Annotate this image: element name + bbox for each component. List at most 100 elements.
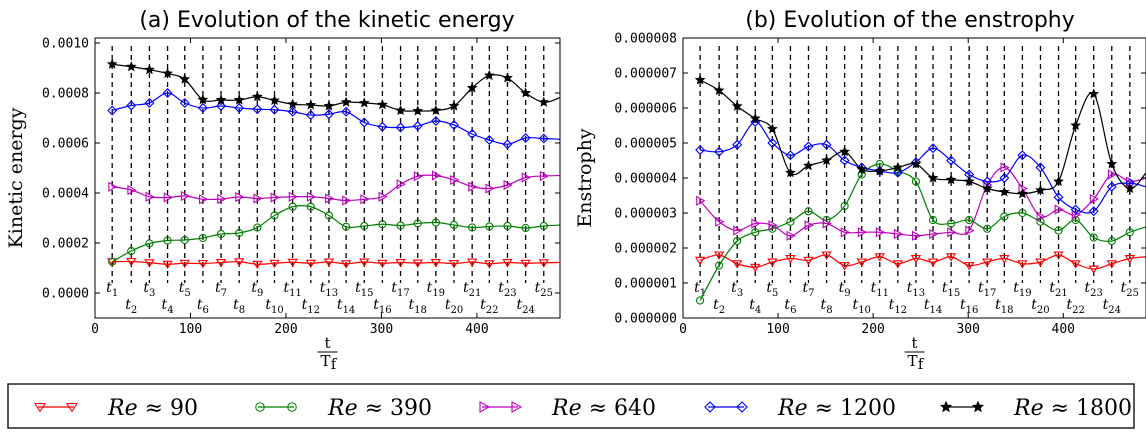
data-point	[804, 207, 813, 216]
data-point	[713, 251, 725, 260]
time-marker-label: t18	[995, 297, 1013, 316]
data-point	[341, 106, 352, 117]
legend-marker	[66, 402, 78, 413]
data-point	[520, 87, 531, 98]
data-point	[288, 202, 297, 211]
time-marker-label: t9	[251, 280, 263, 299]
series-line	[699, 254, 1146, 270]
legend-marker	[939, 400, 953, 413]
data-point	[179, 98, 190, 108]
legend-marker	[511, 401, 523, 413]
data-point	[269, 259, 280, 269]
legend-label: Re ≈ 640	[551, 396, 656, 421]
data-point	[733, 225, 743, 236]
time-marker-label: t22	[480, 297, 498, 316]
data-point	[751, 228, 760, 237]
y-tick-label: 0.000000	[614, 312, 677, 327]
data-point	[449, 120, 459, 130]
data-point	[412, 121, 423, 131]
x-tick-label: 0	[679, 322, 687, 337]
data-point	[539, 221, 548, 231]
data-point	[163, 236, 172, 245]
data-point	[910, 158, 922, 169]
data-point	[162, 67, 173, 79]
legend-entry: Re ≈ 640	[479, 396, 656, 421]
data-point	[928, 215, 938, 225]
data-point	[928, 143, 939, 154]
time-marker-label: t2	[713, 297, 725, 316]
data-point	[485, 183, 495, 194]
data-point	[430, 104, 442, 116]
data-point	[965, 215, 974, 225]
time-marker-label: t20	[1031, 297, 1049, 316]
data-point	[126, 258, 137, 267]
data-point	[840, 201, 849, 211]
legend-marker	[479, 401, 491, 413]
data-point	[892, 260, 904, 269]
legend-label: Re ≈ 1800	[1013, 396, 1132, 421]
data-point	[253, 223, 262, 232]
time-marker-label: t21	[463, 280, 481, 299]
data-point	[1071, 215, 1080, 225]
time-marker-label: t5	[179, 280, 191, 299]
time-marker-label: t24	[1103, 297, 1121, 316]
data-point	[269, 94, 280, 106]
data-point	[1106, 181, 1117, 192]
time-marker-label: t10	[265, 297, 283, 316]
data-point	[215, 259, 227, 268]
x-label-denominator: T	[907, 352, 917, 370]
y-tick-label: 0.0008	[42, 87, 89, 102]
legend-marker	[971, 400, 985, 413]
data-point	[1000, 162, 1010, 173]
time-marker-label: t11	[871, 280, 889, 299]
data-point	[485, 222, 494, 231]
time-marker-label: t8	[821, 297, 833, 316]
data-point	[180, 235, 189, 245]
data-point	[821, 251, 832, 260]
time-marker-label: t22	[1066, 297, 1084, 316]
x-tick-label: 200	[861, 322, 884, 337]
time-marker-label: t15	[355, 280, 373, 299]
data-point	[144, 98, 155, 108]
series-line	[112, 260, 560, 265]
data-point	[982, 258, 993, 267]
time-marker-label: t12	[302, 297, 320, 316]
data-point	[234, 103, 245, 113]
data-point	[1053, 175, 1064, 187]
y-tick-label: 0.0006	[42, 137, 89, 152]
data-point	[502, 139, 513, 150]
data-point	[306, 191, 317, 202]
data-point	[715, 216, 725, 227]
data-point	[431, 170, 442, 181]
data-point	[1053, 251, 1064, 260]
data-point	[785, 150, 796, 161]
series-line	[699, 79, 1146, 195]
series-group	[694, 74, 1146, 305]
data-point	[198, 233, 208, 243]
data-point	[106, 58, 118, 69]
x-tick-label: 400	[1052, 322, 1075, 337]
data-point	[520, 259, 531, 269]
data-point	[288, 191, 298, 202]
data-point	[731, 260, 743, 269]
data-point	[107, 105, 118, 116]
data-point	[1035, 162, 1046, 173]
data-point	[963, 262, 975, 271]
data-point	[875, 227, 886, 238]
data-point	[342, 195, 352, 206]
data-point	[1125, 228, 1134, 237]
data-point	[466, 82, 478, 93]
time-marker-label: t14	[924, 297, 942, 316]
data-point	[839, 262, 850, 271]
data-point	[1000, 212, 1009, 221]
data-point	[502, 72, 513, 83]
data-point	[785, 255, 796, 264]
data-point	[733, 236, 742, 246]
data-point	[1054, 204, 1064, 215]
time-marker-label: t6	[197, 297, 209, 316]
legend-marker	[736, 401, 748, 413]
legend-entry: Re ≈ 1800	[939, 396, 1132, 421]
data-point	[341, 222, 351, 231]
data-point	[750, 117, 761, 127]
